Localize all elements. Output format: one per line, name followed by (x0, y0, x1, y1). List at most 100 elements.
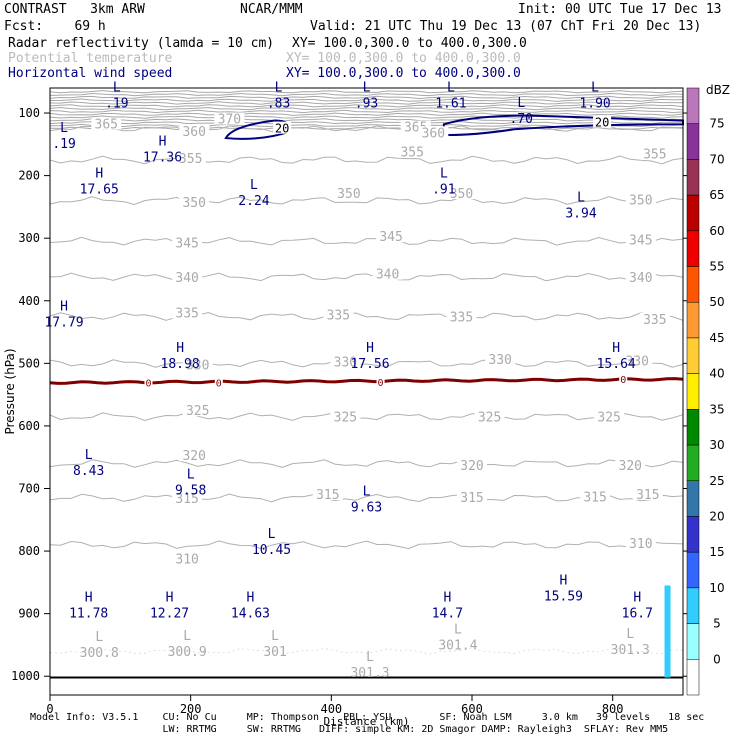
theta-label-bg (625, 536, 656, 549)
wind-extreme-marker: H (176, 341, 184, 356)
theta-label-bg (175, 151, 206, 164)
wind-extreme-value: .83 (267, 96, 290, 111)
colorbar-swatch (686, 551, 700, 589)
theta-contour-label: 340 (175, 271, 198, 286)
theta-extreme-marker: L (626, 627, 634, 642)
x-tick-label: 200 (180, 702, 202, 716)
theta-contour-upper (49, 115, 684, 119)
theta-contour-lower (49, 647, 684, 655)
colorbar-swatch (686, 444, 700, 482)
wind-extreme-value: .93 (355, 96, 378, 111)
theta-contour-label: 350 (629, 193, 652, 208)
theta-contour (49, 412, 684, 422)
wind-label-bg (593, 115, 612, 128)
theta-label-bg (330, 410, 361, 423)
wind-extreme-marker: L (363, 485, 371, 500)
theta-contour-label: 340 (629, 271, 652, 286)
zero-label-bg (376, 376, 385, 388)
theta-contour-upper (49, 92, 684, 97)
wind-extreme-marker: H (159, 135, 167, 150)
colorbar-swatch (686, 123, 700, 160)
theta-contour-label: 325 (478, 410, 501, 425)
y-tick-label: 900 (18, 607, 40, 621)
theta-extreme-marker: L (95, 630, 103, 645)
wind-extreme-marker: H (95, 167, 103, 182)
theta-contour (49, 125, 684, 133)
theta-label-bg (312, 488, 343, 501)
wind-extreme-value: 1.61 (435, 96, 466, 111)
colorbar-tick-label: 20 (709, 509, 724, 523)
field-2-xy: XY= 100.0,300.0 to 400.0,300.0 (286, 51, 521, 66)
wind-extreme-marker: H (85, 590, 93, 605)
colorbar-swatch (686, 87, 700, 124)
theta-label-bg (485, 352, 516, 365)
wind-extreme-value: .91 (432, 183, 455, 198)
wind-extreme-marker: L (187, 468, 195, 483)
field-1-name: Radar reflectivity (lamda = 10 cm) (8, 36, 275, 51)
theta-contour-label: 320 (182, 449, 205, 464)
y-tick-label: 200 (18, 169, 40, 183)
theta-contour-upper (49, 90, 684, 94)
wind-extreme-value: 3.94 (565, 206, 596, 221)
theta-contour-label: 355 (179, 152, 202, 167)
theta-extreme-marker: L (271, 629, 279, 644)
theta-contour-label: 350 (337, 187, 360, 202)
theta-label-bg (179, 449, 210, 462)
theta-contour-label: 330 (626, 355, 649, 370)
model-title: CONTRAST 3km ARW (4, 2, 145, 17)
colorbar-swatch (686, 266, 700, 303)
theta-contour-label: 335 (643, 313, 666, 328)
center-name: NCAR/MMM (240, 2, 303, 17)
x-tick-label: 0 (46, 702, 53, 716)
theta-contour (49, 311, 684, 321)
wind-extreme-value: 17.65 (80, 183, 119, 198)
theta-extreme-value: 300.9 (168, 645, 207, 660)
wind-extreme-marker: H (633, 590, 641, 605)
x-tick-label: 600 (461, 702, 483, 716)
colorbar-tick-label: 50 (709, 295, 724, 309)
wind-extreme-marker: L (60, 121, 68, 136)
wind-contour-20 (442, 114, 684, 136)
y-tick-label: 100 (18, 106, 40, 120)
y-tick-label: 500 (18, 356, 40, 370)
colorbar-swatch (686, 516, 700, 553)
theta-extreme-marker: L (183, 629, 191, 644)
theta-label-bg (580, 490, 611, 503)
theta-label-bg (457, 491, 487, 504)
theta-label-bg (376, 230, 407, 243)
zero-label-bg (619, 372, 628, 384)
theta-contour-upper (49, 106, 684, 111)
wind-extreme-marker: L (577, 190, 585, 205)
theta-contour-label: 355 (400, 146, 423, 161)
theta-extreme-value: 301.3 (350, 666, 389, 681)
wind-extreme-value: .70 (509, 112, 532, 127)
wind-extreme-value: 8.43 (73, 464, 104, 479)
colorbar-swatch (686, 301, 700, 339)
wind-extreme-value: .19 (52, 137, 75, 152)
colorbar-swatch (686, 230, 700, 267)
colorbar-swatch (686, 409, 700, 446)
zero-line-label: 0 (620, 375, 626, 386)
theta-label-bg (372, 267, 403, 280)
colorbar-tick-label: 5 (713, 617, 721, 631)
theta-label-bg (397, 145, 428, 158)
theta-contour (49, 196, 684, 206)
colorbar-tick-label: 45 (709, 331, 724, 345)
footer-model-info: Model Info: V3.5.1 CU: No Cu MP: Thompso… (30, 712, 705, 723)
theta-label-bg (172, 552, 203, 565)
theta-contour-upper (49, 101, 684, 105)
wind-contour-lines (49, 114, 684, 679)
wind-extreme-value: 17.36 (143, 151, 182, 166)
colorbar-swatch (686, 480, 700, 517)
zero-line-label: 0 (216, 379, 222, 390)
theta-contour-label: 315 (460, 491, 483, 506)
colorbar-swatch (686, 194, 700, 232)
theta-contour-label: 330 (186, 358, 209, 373)
wind-extreme-value: 1.90 (579, 96, 610, 111)
wind-extreme-value: .19 (105, 96, 128, 111)
theta-contour-label: 345 (175, 236, 198, 251)
theta-contour-upper (49, 121, 684, 125)
wind-extreme-marker: L (85, 448, 93, 463)
colorbar-tick-label: 65 (709, 188, 724, 202)
theta-contour-label: 360 (182, 125, 205, 140)
